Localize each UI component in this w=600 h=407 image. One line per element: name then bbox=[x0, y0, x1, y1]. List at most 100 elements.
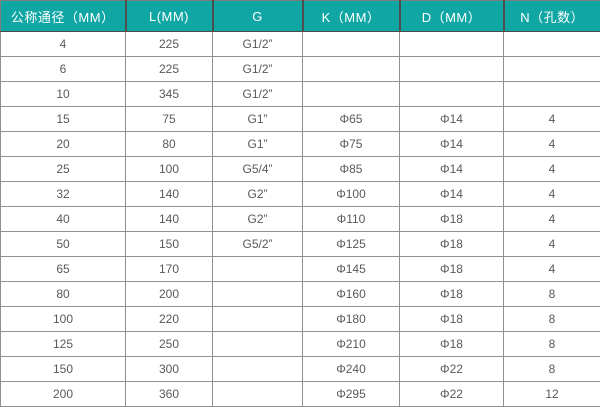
table-cell: G1/2” bbox=[213, 32, 303, 57]
table-cell: 125 bbox=[1, 332, 126, 357]
table-cell: 4 bbox=[504, 182, 600, 207]
table-cell: 4 bbox=[504, 232, 600, 257]
table-cell: Φ65 bbox=[303, 107, 400, 132]
header-nominal-diameter: 公称通径（MM） bbox=[1, 1, 126, 32]
table-cell: 50 bbox=[1, 232, 126, 257]
table-cell bbox=[213, 357, 303, 382]
header-length-l: L(MM) bbox=[126, 1, 213, 32]
table-cell: 25 bbox=[1, 157, 126, 182]
table-cell: 100 bbox=[1, 307, 126, 332]
table-cell: Φ110 bbox=[303, 207, 400, 232]
table-cell: 300 bbox=[126, 357, 213, 382]
table-cell: 80 bbox=[1, 282, 126, 307]
table-cell: 32 bbox=[1, 182, 126, 207]
table-cell: 40 bbox=[1, 207, 126, 232]
table-cell bbox=[504, 32, 600, 57]
table-cell: Φ240 bbox=[303, 357, 400, 382]
table-cell bbox=[213, 307, 303, 332]
table-cell: Φ18 bbox=[400, 232, 504, 257]
table-cell: 8 bbox=[504, 282, 600, 307]
table-cell: 170 bbox=[126, 257, 213, 282]
table-cell: Φ18 bbox=[400, 257, 504, 282]
table-cell: 10 bbox=[1, 82, 126, 107]
table-cell: 75 bbox=[126, 107, 213, 132]
table-cell: 8 bbox=[504, 357, 600, 382]
table-cell bbox=[303, 57, 400, 82]
table-cell: G5/2” bbox=[213, 232, 303, 257]
table-cell: 250 bbox=[126, 332, 213, 357]
table-cell: Φ125 bbox=[303, 232, 400, 257]
table-cell: 4 bbox=[504, 207, 600, 232]
table-cell: 15 bbox=[1, 107, 126, 132]
table-cell: Φ145 bbox=[303, 257, 400, 282]
table-cell: 225 bbox=[126, 57, 213, 82]
table-cell: Φ22 bbox=[400, 382, 504, 407]
table-cell: Φ160 bbox=[303, 282, 400, 307]
table-cell: 200 bbox=[1, 382, 126, 407]
header-hole-diameter-d: D（MM） bbox=[400, 1, 504, 32]
table-cell: G2” bbox=[213, 207, 303, 232]
table-cell bbox=[303, 32, 400, 57]
table-cell: 150 bbox=[1, 357, 126, 382]
table-cell: G1/2” bbox=[213, 57, 303, 82]
table-cell: 345 bbox=[126, 82, 213, 107]
table-cell: Φ75 bbox=[303, 132, 400, 157]
table-cell: Φ18 bbox=[400, 332, 504, 357]
table-cell: 20 bbox=[1, 132, 126, 157]
table-cell: 100 bbox=[126, 157, 213, 182]
header-thread-g: G bbox=[213, 1, 303, 32]
table-cell: 8 bbox=[504, 332, 600, 357]
table-cell bbox=[213, 282, 303, 307]
table-cell: 220 bbox=[126, 307, 213, 332]
table-cell: 140 bbox=[126, 207, 213, 232]
table-cell: Φ14 bbox=[400, 182, 504, 207]
table-cell: Φ14 bbox=[400, 107, 504, 132]
table-cell: Φ18 bbox=[400, 307, 504, 332]
table-cell: 4 bbox=[1, 32, 126, 57]
table-cell: Φ180 bbox=[303, 307, 400, 332]
table-cell bbox=[213, 257, 303, 282]
table-cell: 4 bbox=[504, 257, 600, 282]
table-cell: 4 bbox=[504, 157, 600, 182]
table-cell: 140 bbox=[126, 182, 213, 207]
table-cell: 12 bbox=[504, 382, 600, 407]
table-cell bbox=[400, 32, 504, 57]
table-cell: Φ14 bbox=[400, 132, 504, 157]
table-cell bbox=[504, 82, 600, 107]
table-cell: G2” bbox=[213, 182, 303, 207]
table-cell: Φ85 bbox=[303, 157, 400, 182]
table-cell: 4 bbox=[504, 107, 600, 132]
table-cell: Φ14 bbox=[400, 157, 504, 182]
table-cell: 150 bbox=[126, 232, 213, 257]
table-cell: Φ22 bbox=[400, 357, 504, 382]
table-cell: 6 bbox=[1, 57, 126, 82]
table-cell: 360 bbox=[126, 382, 213, 407]
table-cell bbox=[504, 57, 600, 82]
table-cell: 200 bbox=[126, 282, 213, 307]
table-cell bbox=[303, 82, 400, 107]
table-cell: 80 bbox=[126, 132, 213, 157]
table-cell: G5/4” bbox=[213, 157, 303, 182]
table-cell: G1” bbox=[213, 107, 303, 132]
table-cell: Φ210 bbox=[303, 332, 400, 357]
table-cell: 65 bbox=[1, 257, 126, 282]
table-cell: 4 bbox=[504, 132, 600, 157]
table-cell bbox=[213, 382, 303, 407]
table-cell: 225 bbox=[126, 32, 213, 57]
